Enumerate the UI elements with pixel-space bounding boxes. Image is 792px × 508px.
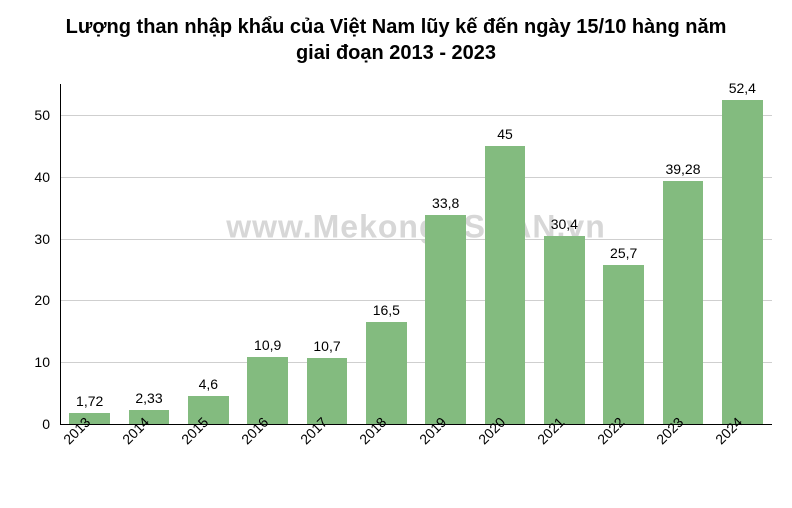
y-tick-label: 30 — [10, 231, 50, 247]
bar — [603, 265, 643, 424]
bar — [366, 322, 406, 424]
bar-value-label: 10,7 — [297, 338, 357, 354]
x-tick-label: 2016 — [238, 414, 271, 447]
chart-title: Lượng than nhập khẩu của Việt Nam lũy kế… — [20, 14, 772, 66]
x-tick-label: 2013 — [60, 414, 93, 447]
bar-value-label: 25,7 — [594, 245, 654, 261]
bar-value-label: 30,4 — [534, 216, 594, 232]
bar — [247, 357, 287, 424]
bar-value-label: 52,4 — [712, 80, 772, 96]
x-tick-label: 2019 — [416, 414, 449, 447]
x-tick-label: 2022 — [594, 414, 627, 447]
bar — [544, 236, 584, 424]
y-tick-label: 40 — [10, 169, 50, 185]
bar-value-label: 39,28 — [653, 161, 713, 177]
bar-value-label: 1,72 — [60, 393, 120, 409]
chart-title-line2: giai đoạn 2013 - 2023 — [20, 40, 772, 66]
y-tick-label: 20 — [10, 292, 50, 308]
bar — [663, 181, 703, 424]
chart-container: Lượng than nhập khẩu của Việt Nam lũy kế… — [0, 0, 792, 508]
y-axis-line — [60, 84, 61, 424]
y-tick-label: 50 — [10, 107, 50, 123]
bar-value-label: 45 — [475, 126, 535, 142]
bar-value-label: 16,5 — [356, 302, 416, 318]
y-tick-label: 10 — [10, 354, 50, 370]
bar-value-label: 4,6 — [178, 376, 238, 392]
bar-value-label: 33,8 — [416, 195, 476, 211]
bar-value-label: 10,9 — [238, 337, 298, 353]
bar — [425, 215, 465, 424]
chart-title-line1: Lượng than nhập khẩu của Việt Nam lũy kế… — [20, 14, 772, 40]
bar — [485, 146, 525, 424]
gridline — [60, 115, 772, 116]
y-tick-label: 0 — [10, 416, 50, 432]
bar — [722, 100, 762, 424]
bar — [307, 358, 347, 424]
plot-area: www.MekongASEAN.vn 010203040501,7220132,… — [60, 84, 772, 424]
bar-value-label: 2,33 — [119, 390, 179, 406]
